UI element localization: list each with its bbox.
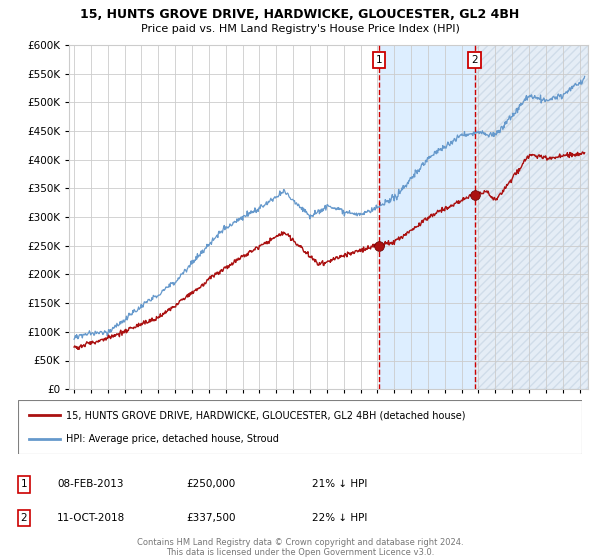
Text: 08-FEB-2013: 08-FEB-2013 [57,479,124,489]
Text: 2: 2 [20,513,28,523]
Text: 1: 1 [376,55,382,65]
FancyBboxPatch shape [18,400,582,454]
Text: 22% ↓ HPI: 22% ↓ HPI [312,513,367,523]
Text: 15, HUNTS GROVE DRIVE, HARDWICKE, GLOUCESTER, GL2 4BH: 15, HUNTS GROVE DRIVE, HARDWICKE, GLOUCE… [80,8,520,21]
Text: 15, HUNTS GROVE DRIVE, HARDWICKE, GLOUCESTER, GL2 4BH (detached house): 15, HUNTS GROVE DRIVE, HARDWICKE, GLOUCE… [66,410,466,421]
Bar [379,45,475,389]
Bar [475,45,588,389]
Text: 1: 1 [20,479,28,489]
Text: Price paid vs. HM Land Registry's House Price Index (HPI): Price paid vs. HM Land Registry's House … [140,24,460,34]
Text: 21% ↓ HPI: 21% ↓ HPI [312,479,367,489]
Text: 2: 2 [472,55,478,65]
Text: HPI: Average price, detached house, Stroud: HPI: Average price, detached house, Stro… [66,434,279,444]
Text: £337,500: £337,500 [186,513,235,523]
Text: 11-OCT-2018: 11-OCT-2018 [57,513,125,523]
Text: Contains HM Land Registry data © Crown copyright and database right 2024.
This d: Contains HM Land Registry data © Crown c… [137,538,463,557]
Text: £250,000: £250,000 [186,479,235,489]
